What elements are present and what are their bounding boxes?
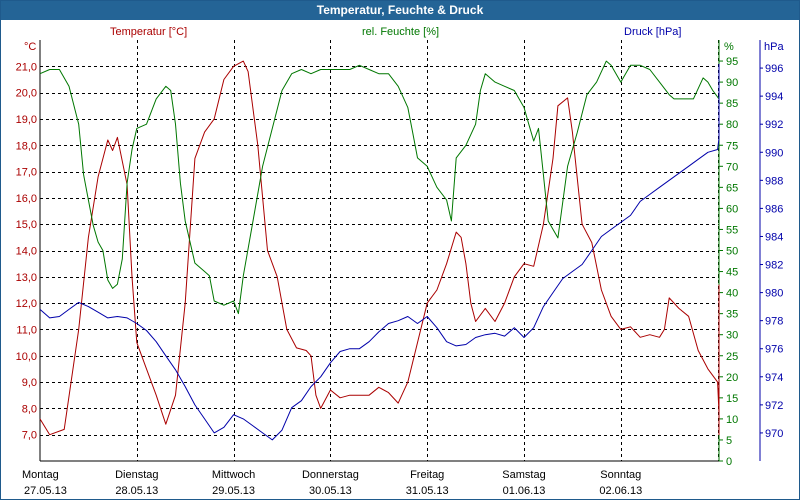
day-date-label: 29.05.13	[212, 485, 255, 497]
day-name-label: Donnerstag	[302, 469, 359, 481]
humidity-tick-label: 30	[726, 330, 738, 342]
day-date-label: 31.05.13	[406, 485, 449, 497]
pressure-tick-label: 986	[765, 203, 783, 215]
temperature-tick-label: 20,0	[16, 88, 37, 100]
humidity-tick-label: 80	[726, 119, 738, 131]
temperature-tick-label: 19,0	[16, 114, 37, 126]
temperature-tick-label: 7,0	[22, 430, 37, 442]
day-name-label: Freitag	[410, 469, 444, 481]
axes	[39, 40, 761, 462]
temperature-tick-label: 16,0	[16, 193, 37, 205]
pressure-unit: hPa	[764, 41, 784, 53]
pressure-tick-label: 974	[765, 372, 783, 384]
grid	[40, 40, 719, 461]
humidity-tick-label: 50	[726, 246, 738, 258]
temperature-tick-label: 17,0	[16, 167, 37, 179]
day-labels: Montag 27.05.13 Dienstag 28.05.13 Mittwoch 29…	[22, 469, 642, 497]
temperature-axis-title: Temperatur [°C]	[110, 26, 187, 38]
temperature-tick-label: 12,0	[16, 298, 37, 310]
day-date-label: 02.06.13	[599, 485, 642, 497]
temperature-ticks: 7,0 8,0 9,0 10,0 11,0 12,0 13,0 14,0 15,0 16,0 17,…	[16, 61, 37, 441]
temperature-tick-label: 13,0	[16, 272, 37, 284]
pressure-tick-label: 976	[765, 344, 783, 356]
humidity-tick-label: 70	[726, 161, 738, 173]
humidity-tick-label: 55	[726, 224, 738, 236]
temperature-tick-label: 9,0	[22, 377, 37, 389]
day-name-label: Montag	[22, 469, 59, 481]
temperature-tick-label: 21,0	[16, 61, 37, 73]
day-date-label: 01.06.13	[503, 485, 546, 497]
temperature-tick-label: 15,0	[16, 219, 37, 231]
humidity-tick-label: 25	[726, 351, 738, 363]
pressure-tick-label: 996	[765, 63, 783, 75]
humidity-tick-label: 90	[726, 77, 738, 89]
humidity-unit: %	[724, 41, 734, 53]
day-date-label: 28.05.13	[115, 485, 158, 497]
temperature-tick-label: 8,0	[22, 403, 37, 415]
day-date-label: 27.05.13	[24, 485, 67, 497]
pressure-tick-label: 990	[765, 147, 783, 159]
day-name-label: Dienstag	[115, 469, 158, 481]
temperature-tick-label: 10,0	[16, 351, 37, 363]
humidity-axis-title: rel. Feuchte [%]	[362, 26, 439, 38]
humidity-tick-label: 0	[726, 456, 732, 468]
pressure-tick-label: 988	[765, 175, 783, 187]
humidity-tick-label: 95	[726, 56, 738, 68]
day-name-label: Samstag	[502, 469, 545, 481]
pressure-tick-label: 970	[765, 428, 783, 440]
humidity-tick-label: 20	[726, 372, 738, 384]
day-name-label: Mittwoch	[212, 469, 255, 481]
temperature-tick-label: 14,0	[16, 246, 37, 258]
temperature-tick-label: 18,0	[16, 140, 37, 152]
pressure-ticks: 970 972 974 976 978 980 982 984 986 988 990 992 994 9…	[760, 63, 783, 440]
humidity-tick-label: 85	[726, 98, 738, 110]
pressure-tick-label: 992	[765, 119, 783, 131]
pressure-tick-label: 980	[765, 288, 783, 300]
humidity-tick-label: 5	[726, 435, 732, 447]
temperature-unit: °C	[24, 41, 36, 53]
window-title: Temperatur, Feuchte & Druck	[1, 1, 799, 20]
humidity-tick-label: 35	[726, 309, 738, 321]
pressure-tick-label: 994	[765, 91, 783, 103]
pressure-series-line	[39, 63, 720, 441]
humidity-series-line	[39, 60, 720, 315]
temperature-series-line	[39, 60, 720, 436]
humidity-tick-label: 10	[726, 414, 738, 426]
temperature-tick-label: 11,0	[16, 324, 37, 336]
humidity-tick-label: 65	[726, 182, 738, 194]
pressure-axis-title: Druck [hPa]	[624, 26, 681, 38]
humidity-ticks: 0 5 10 15 20 25 30 35 40 45 50 55 60 65 70 75 80 85 90 95	[719, 56, 738, 468]
humidity-tick-label: 15	[726, 393, 738, 405]
humidity-tick-label: 60	[726, 203, 738, 215]
humidity-tick-label: 40	[726, 288, 738, 300]
pressure-tick-label: 982	[765, 260, 783, 272]
pressure-tick-label: 984	[765, 231, 783, 243]
day-date-label: 30.05.13	[309, 485, 352, 497]
humidity-tick-label: 45	[726, 267, 738, 279]
pressure-tick-label: 972	[765, 400, 783, 412]
pressure-tick-label: 978	[765, 316, 783, 328]
day-name-label: Sonntag	[600, 469, 641, 481]
series-lines	[39, 60, 720, 441]
humidity-tick-label: 75	[726, 140, 738, 152]
